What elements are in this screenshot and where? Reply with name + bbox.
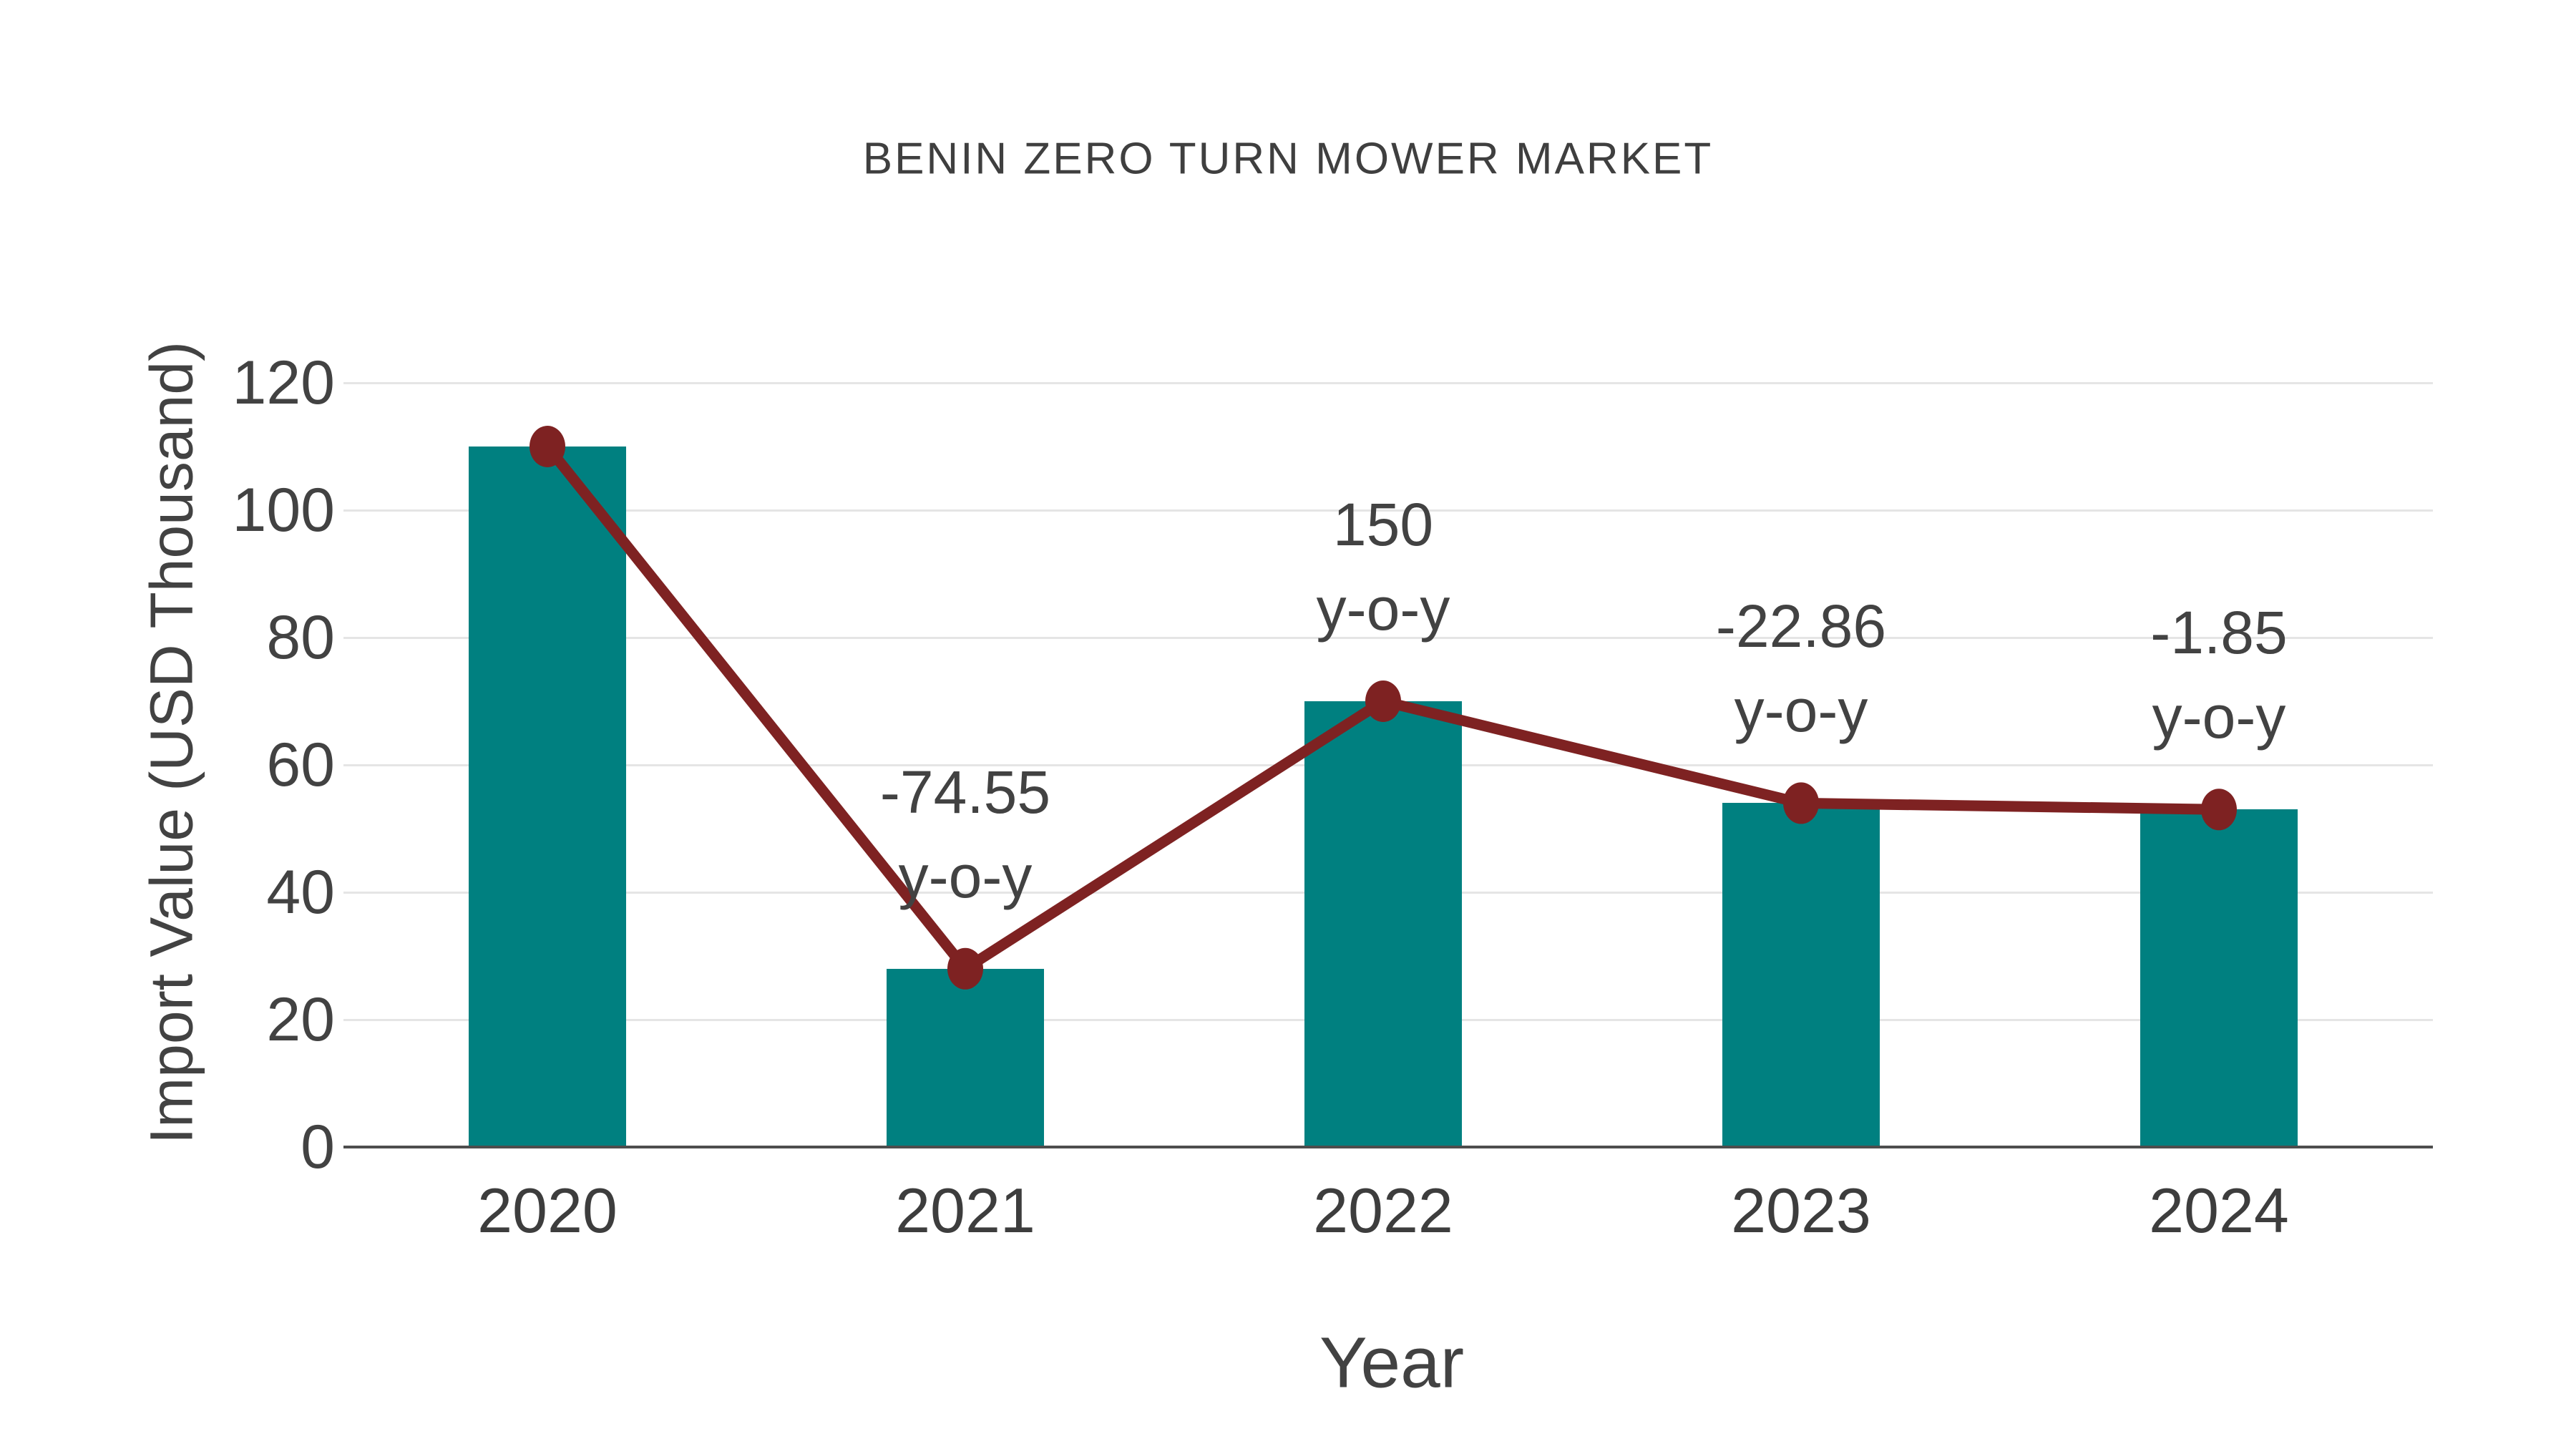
bar-2022 bbox=[1304, 701, 1462, 1147]
y-tick-label-80: 80 bbox=[266, 603, 335, 672]
chart-title: BENIN ZERO TURN MOWER MARKET bbox=[862, 134, 1714, 184]
x-axis-title: Year bbox=[1319, 1322, 1465, 1403]
x-axis-line bbox=[343, 1146, 2433, 1148]
yoy-annotation-2024: -1.85 y-o-y bbox=[1997, 590, 2441, 759]
yoy-suffix: y-o-y bbox=[2152, 683, 2286, 751]
x-tick-label-2022: 2022 bbox=[1313, 1175, 1453, 1246]
yoy-value: -22.86 bbox=[1715, 592, 1887, 660]
x-tick-label-2021: 2021 bbox=[895, 1175, 1035, 1246]
y-tick-label-60: 60 bbox=[266, 731, 335, 799]
bar-2020 bbox=[469, 447, 626, 1147]
bar-2024 bbox=[2140, 809, 2298, 1147]
yoy-value: -74.55 bbox=[879, 758, 1051, 826]
plot-area bbox=[343, 382, 2433, 1148]
gridline-y-120 bbox=[343, 382, 2433, 384]
yoy-suffix: y-o-y bbox=[1316, 575, 1450, 643]
trend-line-layer bbox=[530, 426, 2237, 990]
yoy-annotation-2021: -74.55 y-o-y bbox=[743, 750, 1187, 919]
gridline-y-100 bbox=[343, 509, 2433, 512]
yoy-suffix: y-o-y bbox=[1734, 677, 1868, 745]
data-point-marker-2020 bbox=[530, 426, 565, 467]
x-tick-label-2023: 2023 bbox=[1731, 1175, 1871, 1246]
y-tick-label-100: 100 bbox=[232, 476, 336, 545]
yoy-value: 150 bbox=[1332, 491, 1434, 558]
y-tick-label-20: 20 bbox=[266, 985, 335, 1054]
data-point-marker-2021 bbox=[947, 947, 983, 990]
yoy-value: -1.85 bbox=[2150, 599, 2288, 667]
data-point-marker-2022 bbox=[1365, 680, 1401, 722]
y-tick-label-0: 0 bbox=[301, 1113, 335, 1181]
data-point-marker-2023 bbox=[1783, 782, 1819, 824]
yoy-annotation-2023: -22.86 y-o-y bbox=[1579, 584, 2023, 753]
yoy-suffix: y-o-y bbox=[898, 842, 1033, 910]
y-tick-label-120: 120 bbox=[232, 348, 336, 417]
yoy-annotation-2022: 150 y-o-y bbox=[1161, 482, 1605, 651]
bar-2021 bbox=[887, 968, 1044, 1147]
y-tick-label-40: 40 bbox=[266, 858, 335, 927]
bar-2023 bbox=[1722, 803, 1880, 1147]
data-point-marker-2024 bbox=[2201, 789, 2237, 831]
x-tick-label-2024: 2024 bbox=[2149, 1175, 2289, 1246]
x-tick-label-2020: 2020 bbox=[477, 1175, 618, 1246]
gridline-y-80 bbox=[343, 637, 2433, 639]
